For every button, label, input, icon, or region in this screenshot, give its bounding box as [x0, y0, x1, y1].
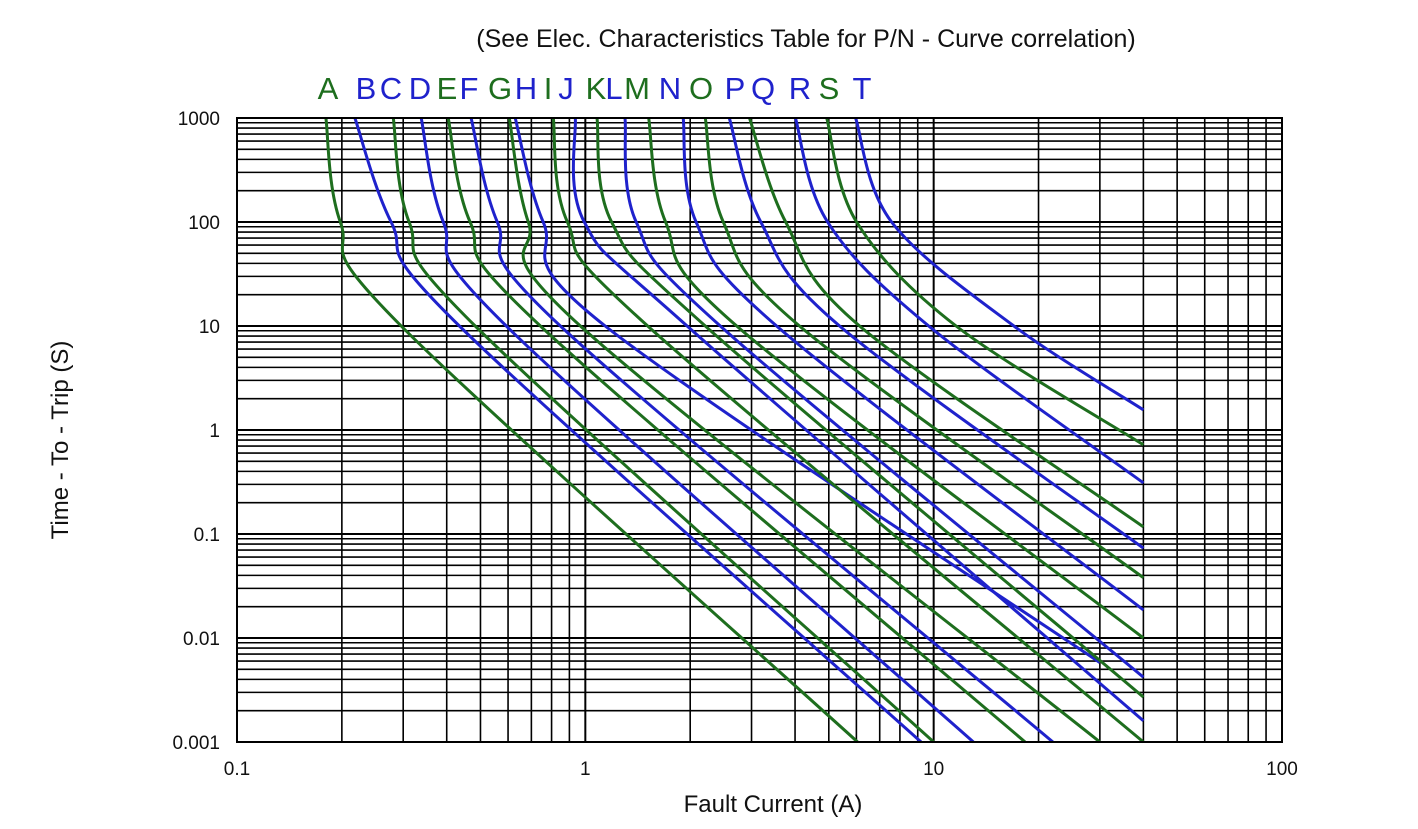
x-axis-label: Fault Current (A): [684, 791, 863, 818]
curve-label-o: O: [689, 71, 713, 106]
curve-label-j: J: [558, 71, 574, 106]
curve-e: [446, 117, 1027, 744]
y-tick-label: 10: [199, 317, 220, 338]
curve-a: [324, 117, 859, 744]
curve-h: [513, 117, 1101, 664]
y-tick-label: 100: [188, 213, 220, 234]
curve-d: [419, 117, 975, 744]
curve-label-h: H: [515, 71, 537, 106]
curve-label-q: Q: [751, 71, 775, 106]
curve-label-d: D: [409, 71, 431, 106]
curve-n: [681, 117, 1145, 612]
curve-i: [551, 117, 1145, 744]
curve-label-n: N: [659, 71, 681, 106]
x-tick-label: 10: [923, 759, 944, 780]
curve-label-r: R: [789, 71, 811, 106]
curve-q: [748, 117, 1145, 529]
curve-label-t: T: [853, 71, 872, 106]
curves: [324, 117, 1145, 744]
curve-label-m: M: [624, 71, 650, 106]
y-tick-label: 0.1: [194, 525, 220, 546]
curve-p: [727, 117, 1145, 550]
curve-label-a: A: [318, 71, 339, 106]
curve-g: [507, 117, 1101, 744]
curve-label-e: E: [437, 71, 458, 106]
x-tick-labels: 0.1 1 10 100: [224, 759, 1298, 780]
curve-label-s: S: [819, 71, 840, 106]
curve-label-g: G: [488, 71, 512, 106]
y-tick-label: 0.01: [183, 629, 220, 650]
x-tick-label: 0.1: [224, 759, 250, 780]
y-tick-label: 1000: [178, 109, 220, 130]
curve-label-f: F: [460, 71, 479, 106]
chart-title: (See Elec. Characteristics Table for P/N…: [476, 25, 1136, 53]
curve-j: [571, 117, 1145, 722]
curve-k: [595, 117, 1145, 699]
curve-l: [623, 117, 1145, 679]
curve-s: [825, 117, 1145, 447]
curve-m: [647, 117, 1145, 640]
curve-label-p: P: [725, 71, 746, 106]
curve-label-b: B: [356, 71, 377, 106]
curve-label-i: I: [544, 71, 553, 106]
curve-b: [353, 117, 923, 744]
y-tick-label: 1: [209, 421, 220, 442]
y-tick-labels: 1000 100 10 1 0.1 0.01 0.001: [172, 109, 220, 754]
curve-f: [469, 117, 1054, 744]
y-tick-label: 0.001: [172, 733, 220, 754]
curve-o: [703, 117, 1145, 579]
y-axis-label: Time - To - Trip (S): [47, 341, 74, 540]
curve-label-l: L: [605, 71, 622, 106]
plot-frame: [236, 117, 1283, 743]
curve-c: [391, 117, 935, 744]
grid: [236, 118, 1282, 743]
x-tick-label: 100: [1266, 759, 1298, 780]
curve-t: [854, 117, 1145, 412]
x-tick-label: 1: [580, 759, 591, 780]
curve-label-k: K: [586, 71, 607, 106]
curve-r: [793, 117, 1145, 485]
curve-label-c: C: [380, 71, 402, 106]
